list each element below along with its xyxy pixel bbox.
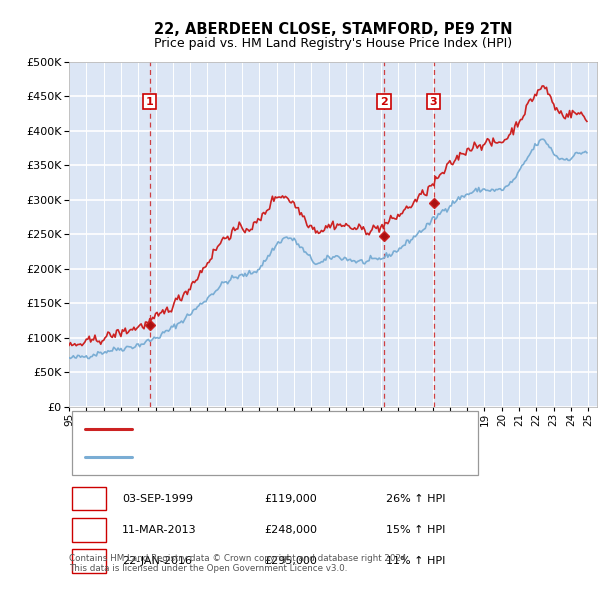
FancyBboxPatch shape: [71, 549, 106, 573]
Text: 1: 1: [86, 494, 92, 504]
Text: 3: 3: [430, 97, 437, 107]
Text: 11-MAR-2013: 11-MAR-2013: [122, 525, 196, 535]
Text: 26% ↑ HPI: 26% ↑ HPI: [386, 494, 445, 504]
Text: £248,000: £248,000: [265, 525, 317, 535]
Text: 2: 2: [86, 525, 92, 535]
Text: 2: 2: [380, 97, 388, 107]
Text: 22-JAN-2016: 22-JAN-2016: [122, 556, 192, 566]
FancyBboxPatch shape: [71, 411, 478, 475]
Text: 1: 1: [146, 97, 154, 107]
Text: 22, ABERDEEN CLOSE, STAMFORD, PE9 2TN: 22, ABERDEEN CLOSE, STAMFORD, PE9 2TN: [154, 22, 512, 37]
Text: HPI: Average price, detached house, South Kesteven: HPI: Average price, detached house, Sout…: [143, 452, 417, 462]
FancyBboxPatch shape: [71, 518, 106, 542]
Text: Contains HM Land Registry data © Crown copyright and database right 2024.
This d: Contains HM Land Registry data © Crown c…: [69, 554, 409, 573]
Text: 22, ABERDEEN CLOSE, STAMFORD, PE9 2TN (detached house): 22, ABERDEEN CLOSE, STAMFORD, PE9 2TN (d…: [143, 424, 466, 434]
Text: £119,000: £119,000: [265, 494, 317, 504]
Text: 3: 3: [86, 556, 92, 566]
Text: Price paid vs. HM Land Registry's House Price Index (HPI): Price paid vs. HM Land Registry's House …: [154, 37, 512, 50]
Text: 03-SEP-1999: 03-SEP-1999: [122, 494, 193, 504]
FancyBboxPatch shape: [71, 487, 106, 510]
Text: 11% ↑ HPI: 11% ↑ HPI: [386, 556, 445, 566]
Text: 15% ↑ HPI: 15% ↑ HPI: [386, 525, 445, 535]
Text: £295,000: £295,000: [265, 556, 317, 566]
